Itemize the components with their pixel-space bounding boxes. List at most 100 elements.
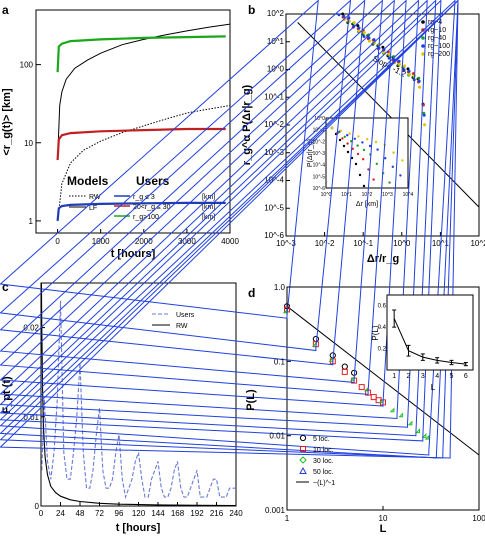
panel-b-point bbox=[397, 59, 401, 63]
panel-b: b 10^-3 10^-2 10^-1 10^0 10^1 10^2 10^-6 10^-5 1… bbox=[241, 3, 485, 265]
panel-b-inset-point bbox=[384, 157, 387, 160]
panel-b-inset-ytick-label: 10^0 bbox=[314, 116, 325, 122]
panel-b-legend-marker bbox=[421, 20, 425, 24]
panel-b-legend-marker bbox=[421, 52, 425, 56]
panel-b-point bbox=[367, 39, 371, 43]
panel-d-point bbox=[0, 0, 319, 319]
panel-label-d: d bbox=[248, 286, 255, 300]
panel-d-inset: 1 2 3 4 5 6 0.2 0.4 0.6 L P(L) bbox=[371, 294, 474, 392]
panel-c-xtick-label: 240 bbox=[229, 509, 243, 518]
panel-b-inset-point bbox=[362, 158, 365, 161]
panel-d-point bbox=[341, 363, 348, 370]
panel-a-ytick-label: 100 bbox=[20, 61, 34, 70]
panel-c-series-0 bbox=[41, 300, 236, 500]
panel-d-point bbox=[0, 0, 456, 456]
panel-a-series-3 bbox=[56, 127, 226, 161]
panel-c-xtick-label: 120 bbox=[132, 509, 146, 518]
panel-d-legend-label: 30 loc. bbox=[313, 458, 334, 465]
panel-d-inset-ytick-label: 0.4 bbox=[378, 325, 387, 331]
panel-d-legend-label: 10 loc. bbox=[313, 447, 334, 454]
panel-b-xtick-label: 10^0 bbox=[393, 239, 411, 248]
panel-c-xtick-label: 144 bbox=[151, 509, 165, 518]
panel-b-inset-point bbox=[353, 137, 356, 140]
panel-b-point bbox=[411, 72, 415, 76]
panel-d-point bbox=[0, 0, 352, 352]
panel-d-legend-marker bbox=[299, 456, 307, 464]
panel-d-inset-ytick-label: 0.2 bbox=[378, 347, 387, 353]
panel-c-xtick-label: 72 bbox=[95, 509, 104, 518]
panel-d-inset-line bbox=[393, 318, 466, 365]
panel-b-inset-xtick-label: 10^3 bbox=[382, 192, 393, 198]
panel-b-inset-point bbox=[348, 132, 351, 135]
panel-b-point bbox=[387, 56, 391, 60]
panel-b-ytick-label: 10^-6 bbox=[264, 231, 284, 240]
panel-d-point bbox=[0, 0, 366, 366]
panel-c-xtick-label: 48 bbox=[76, 509, 85, 518]
panel-d-legend-label: 50 loc. bbox=[313, 469, 334, 476]
legend-users-label: Users bbox=[176, 312, 195, 319]
panel-b-inset-point bbox=[401, 159, 404, 162]
panel-b-ytick-label: 10^-5 bbox=[264, 203, 284, 212]
panel-b-inset-point bbox=[342, 144, 346, 148]
panel-label-b: b bbox=[248, 3, 255, 17]
panel-b-inset-point bbox=[351, 147, 354, 150]
panel-a-series-2 bbox=[56, 201, 226, 222]
legend-unit-3: [km] bbox=[202, 214, 215, 221]
panel-b-point bbox=[408, 72, 411, 76]
panel-b-point bbox=[403, 64, 406, 68]
panel-d-point bbox=[424, 434, 430, 440]
panel-d-ytick-label: 0.1 bbox=[274, 357, 286, 366]
panel-b-point bbox=[367, 36, 371, 40]
panel-d-point bbox=[407, 420, 413, 426]
panel-b-inset-point bbox=[399, 174, 402, 177]
panel-d-xtick-label: 1 bbox=[285, 514, 290, 523]
panel-d-inset-xtick-label: 6 bbox=[464, 373, 468, 380]
panel-b-inset-point bbox=[362, 148, 366, 152]
panel-d-inset-ylabel: P(L) bbox=[371, 325, 380, 340]
panel-d-inset-xtick-label: 2 bbox=[407, 373, 411, 380]
panel-b-point bbox=[387, 52, 391, 56]
panel-d-ylabel: P(L) bbox=[245, 389, 257, 411]
panel-d-inset-ytick-label: 0.6 bbox=[378, 304, 387, 310]
panel-d-point bbox=[283, 303, 291, 310]
panel-b-legend-label: rg~10 bbox=[428, 27, 446, 34]
panel-c-ytick-label: 0.02 bbox=[23, 324, 39, 333]
panel-a-xtick-label: 4000 bbox=[221, 237, 239, 246]
panel-d-point bbox=[341, 368, 348, 375]
panel-b-inset-point bbox=[338, 138, 342, 142]
panel-b-inset-ytick-label: 10^-1 bbox=[313, 128, 326, 134]
panel-d-point bbox=[0, 0, 459, 459]
panel-d-legend: 5 loc. 10 loc. 30 loc. 50 loc. ~(L)^-1 bbox=[296, 434, 335, 487]
panel-b-inset-ylabel: P(Δr|r_g) bbox=[307, 139, 314, 167]
legend-models-header: Models bbox=[67, 174, 109, 188]
panel-b-inset-point bbox=[362, 184, 366, 188]
panel-b-fit-line bbox=[297, 22, 480, 208]
panel-b-point bbox=[357, 26, 361, 30]
panel-d-inset-xtick-label: 1 bbox=[392, 373, 396, 380]
panel-b-ytick-label: 10^-3 bbox=[264, 148, 284, 157]
panel-d-point bbox=[0, 0, 437, 437]
panel-b-inset-point bbox=[361, 141, 364, 144]
panel-c-xtick-label: 24 bbox=[56, 509, 65, 518]
panel-d-ytick-label: 1.0 bbox=[274, 283, 286, 292]
panel-b-inset-point bbox=[339, 129, 342, 132]
panel-b-inset-point bbox=[354, 162, 358, 166]
panel-b-point bbox=[362, 31, 366, 35]
panel-d-point bbox=[370, 394, 377, 401]
panel-b-point bbox=[362, 35, 366, 38]
panel-d-legend-fit-label: ~(L)^-1 bbox=[313, 480, 335, 487]
panel-d-point bbox=[0, 0, 395, 395]
panel-a-ytick-label: 1 bbox=[29, 217, 34, 226]
panel-b-inset-point bbox=[372, 178, 375, 181]
panel-b-point bbox=[356, 24, 360, 28]
panel-label-c: c bbox=[2, 280, 9, 294]
panel-b-point bbox=[418, 85, 422, 89]
panel-d-point bbox=[0, 0, 428, 428]
panel-d-fit-line bbox=[286, 305, 480, 456]
panel-d-point bbox=[389, 407, 395, 413]
panel-b-inset-point bbox=[376, 148, 379, 151]
legend-users-small-label: r_g ≤ 3 bbox=[133, 194, 155, 201]
panel-c-xtick-label: 96 bbox=[115, 509, 124, 518]
panel-b-inset-point bbox=[391, 165, 394, 168]
